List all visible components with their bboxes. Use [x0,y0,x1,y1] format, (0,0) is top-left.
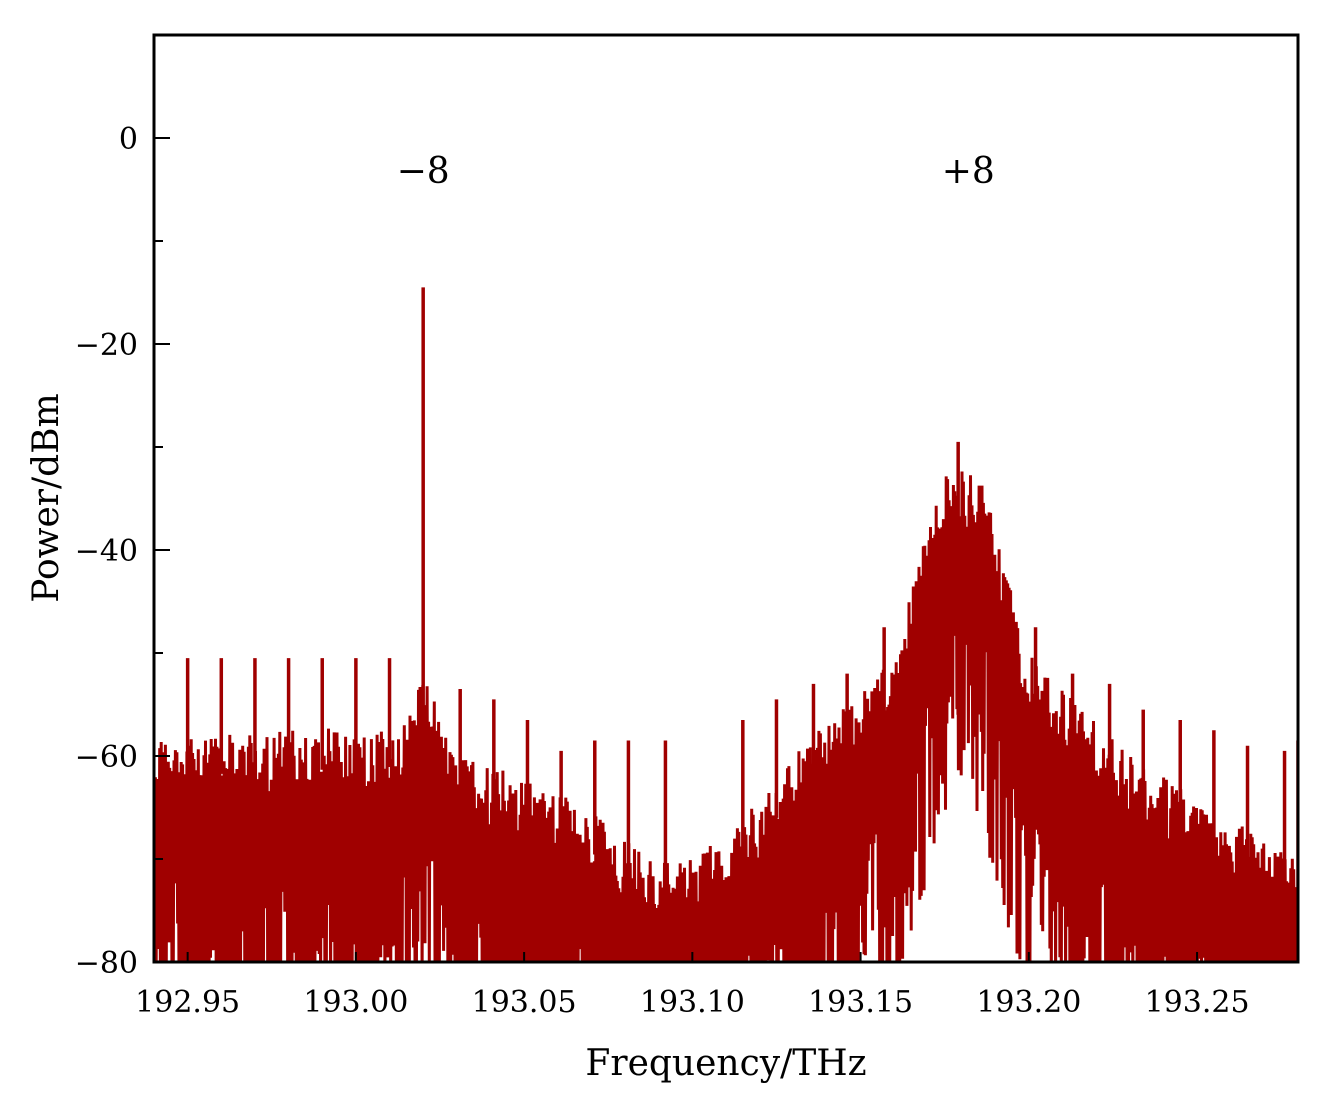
y-tick-label: −40 [75,534,138,569]
annotations: −8 +8 [397,151,995,192]
y-tick-label: 0 [119,122,138,157]
noise-trace [154,471,1298,962]
x-tick-label: 193.10 [640,985,745,1020]
x-axis-title: Frequency/THz [585,1043,866,1084]
x-tick-label: 193.05 [472,985,577,1020]
peak-annotation: +8 [942,151,995,192]
y-tick-label: −60 [75,740,138,775]
plot-frame [152,33,1300,964]
spectrum-trace [154,287,1298,962]
x-tick-label: 193.15 [808,985,913,1020]
x-axis: 192.95 193.00 193.05 193.10 193.15 193.20 193.… [135,952,1250,1020]
y-tick-label: −80 [75,946,138,981]
peak-annotation: −8 [397,151,450,192]
x-tick-label: 193.25 [1145,985,1250,1020]
x-tick-label: 193.00 [303,985,408,1020]
y-tick-label: −20 [75,328,138,363]
x-tick-label: 192.95 [135,985,240,1020]
y-axis-title: Power/dBm [26,393,67,603]
x-tick-label: 193.20 [976,985,1081,1020]
